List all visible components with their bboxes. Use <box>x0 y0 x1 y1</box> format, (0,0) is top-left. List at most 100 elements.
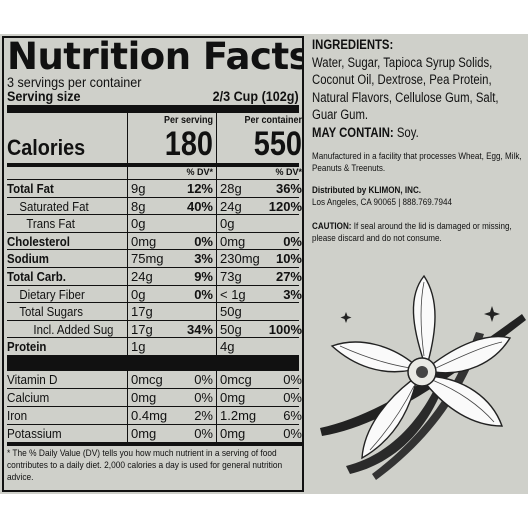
nutrient-row: Trans Fat 0g 0g <box>7 214 299 232</box>
nutrient-label: Total Fat <box>7 181 54 196</box>
dv-serving: 34% <box>186 321 213 337</box>
amount-serving: 0g <box>127 285 172 303</box>
nutrient-row: Protein 1g 4g <box>7 337 299 355</box>
dv-serving: 3% <box>194 251 213 267</box>
dv-header-container: % DV* <box>216 167 302 179</box>
nutrient-row: Total Fat 9g 12% 28g 36% <box>7 179 302 197</box>
nutrition-title: Nutrition Facts <box>7 36 304 78</box>
nutrient-row: Sodium 75mg 3% 230mg 10% <box>7 249 302 267</box>
serving-size-value: 2/3 Cup (102g) <box>212 88 299 104</box>
calories-row: Calories Per serving 180 Per container 5… <box>7 113 302 167</box>
amount-container: 0mg <box>216 388 261 406</box>
distributor-block: Distributed by KLIMON, INC. Los Angeles,… <box>312 185 525 209</box>
amount-container: 24g <box>216 197 261 215</box>
dv-container: 0% <box>283 389 302 405</box>
dv-serving <box>172 215 216 232</box>
caution-text: If seal around the lid is damaged or mis… <box>312 221 512 244</box>
amount-container: 0mcg <box>216 370 261 388</box>
amount-container: 50g <box>216 303 261 320</box>
amount-serving: 1g <box>127 338 172 355</box>
ingredients-text: Water, Sugar, Tapioca Syrup Solids, Coco… <box>312 54 499 123</box>
dv-serving: 0% <box>194 425 213 441</box>
vitamin-label: Calcium <box>7 389 50 405</box>
distributed-by: Distributed by KLIMON, INC. <box>312 185 422 196</box>
caution-label: CAUTION: <box>312 221 352 232</box>
nutrient-label: Sodium <box>7 251 49 267</box>
ingredients-block: INGREDIENTS: Water, Sugar, Tapioca Syrup… <box>312 36 522 141</box>
distributor-address: Los Angeles, CA 90065 | 888.769.7944 <box>312 197 452 208</box>
amount-serving: 0mcg <box>127 370 172 388</box>
calories-label: Calories <box>7 135 86 160</box>
nutrition-facts-panel: Nutrition Facts 3 servings per container… <box>2 36 304 492</box>
dv-serving: 0% <box>194 371 213 387</box>
dv-serving: 0% <box>194 233 213 249</box>
dv-container: 6% <box>283 407 302 423</box>
amount-container: 0g <box>216 215 261 232</box>
dv-header-row: % DV* % DV* <box>7 167 302 179</box>
dv-serving: 0% <box>194 286 213 302</box>
amount-container: 230mg <box>216 250 261 267</box>
amount-container: 0mg <box>216 232 261 250</box>
amount-serving: 0mg <box>127 424 172 442</box>
dv-container: 0% <box>283 425 302 441</box>
servings-per-container: 3 servings per container <box>7 74 142 90</box>
nutrient-row: Total Sugars 17g 50g <box>7 302 299 320</box>
vitamin-row: Iron 0.4mg 2% 1.2mg 6% <box>7 405 302 424</box>
may-contain-label: MAY CONTAIN: <box>312 124 394 140</box>
dv-container: 120% <box>268 198 302 214</box>
dv-header-serving: % DV* <box>127 167 216 179</box>
dv-serving: 2% <box>194 407 213 423</box>
amount-container: 28g <box>216 180 261 197</box>
amount-serving: 17g <box>127 320 172 338</box>
may-contain-value: Soy. <box>396 124 419 140</box>
dv-serving <box>172 338 216 355</box>
nutrient-label: Trans Fat <box>26 216 75 232</box>
dv-footnote: * The % Daily Value (DV) tells you how m… <box>7 441 302 484</box>
nutrient-row: Dietary Fiber 0g 0% < 1g 3% <box>7 284 302 303</box>
dv-container <box>261 215 302 232</box>
dv-container: 27% <box>275 268 302 284</box>
nutrient-label: Total Carb. <box>7 268 66 284</box>
dv-serving: 9% <box>194 268 213 284</box>
ingredients-heading: INGREDIENTS: <box>312 37 394 52</box>
nutrient-label: Cholesterol <box>7 233 70 249</box>
amount-container: 4g <box>216 338 261 355</box>
nutrient-row: Incl. Added Sugars 17g 34% 50g 100% <box>7 319 302 338</box>
thick-divider <box>7 354 299 370</box>
dv-serving <box>172 303 216 320</box>
vitamin-row: Calcium 0mg 0% 0mg 0% <box>7 387 302 406</box>
dv-container <box>261 338 302 355</box>
vitamin-label: Vitamin D <box>7 371 58 387</box>
amount-serving: 0.4mg <box>127 406 172 424</box>
facility-notice: Manufactured in a facility that processe… <box>312 151 522 174</box>
nutrient-label: Dietary Fiber <box>19 286 85 302</box>
ingredients-column: INGREDIENTS: Water, Sugar, Tapioca Syrup… <box>312 36 524 245</box>
dv-container: 100% <box>268 321 302 337</box>
amount-serving: 9g <box>127 180 172 197</box>
vitamin-row: Vitamin D 0mcg 0% 0mcg 0% <box>7 369 302 388</box>
dv-serving: 0% <box>194 389 213 405</box>
amount-container: 50g <box>216 320 261 338</box>
amount-serving: 0mg <box>127 388 172 406</box>
serving-size-row: Serving size 2/3 Cup (102g) <box>7 89 299 113</box>
dv-container: 10% <box>275 251 302 267</box>
amount-serving: 8g <box>127 197 172 215</box>
amount-container: 1.2mg <box>216 406 261 424</box>
amount-serving: 0mg <box>127 232 172 250</box>
vanilla-flower-icon <box>320 274 526 480</box>
amount-container: 0mg <box>216 424 261 442</box>
per-serving-label: Per serving <box>163 115 213 126</box>
calories-per-serving: Per serving 180 <box>127 113 216 163</box>
amount-serving: 75mg <box>127 250 172 267</box>
caution-block: CAUTION: If seal around the lid is damag… <box>312 221 525 245</box>
calories-container-value: 550 <box>253 125 302 163</box>
dv-container: 0% <box>283 233 302 249</box>
calories-serving-value: 180 <box>164 125 213 163</box>
dv-container: 0% <box>283 371 302 387</box>
dv-serving: 12% <box>186 181 213 196</box>
amount-serving: 17g <box>127 303 172 320</box>
nutrient-label: Saturated Fat <box>19 198 89 214</box>
per-container-label: Per container <box>244 115 302 126</box>
nutrient-row: Cholesterol 0mg 0% 0mg 0% <box>7 231 302 250</box>
